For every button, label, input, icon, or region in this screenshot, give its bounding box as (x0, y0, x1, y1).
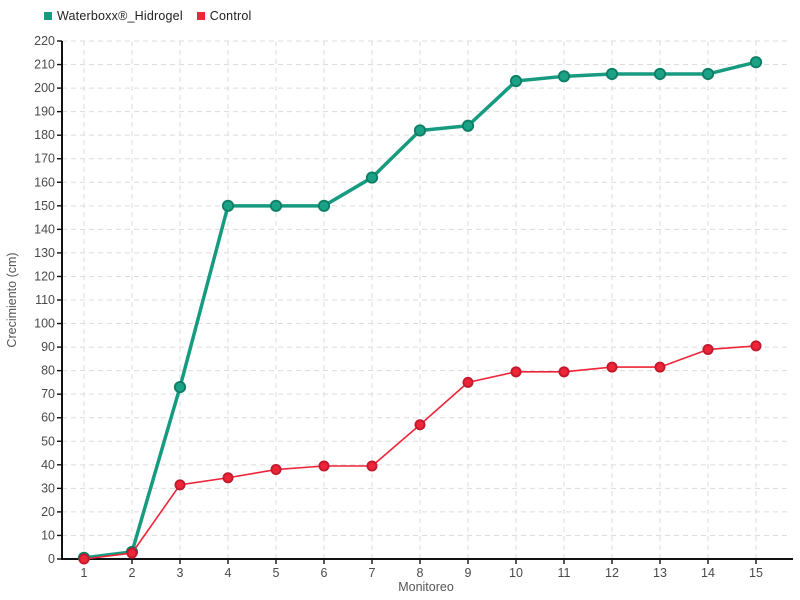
y-tick-label: 90 (41, 340, 55, 354)
x-tick-label: 3 (177, 566, 184, 580)
y-tick-label: 70 (41, 387, 55, 401)
y-tick-label: 180 (34, 128, 55, 142)
gridlines (62, 40, 790, 559)
x-tick-label: 8 (417, 566, 424, 580)
data-point-control[interactable] (558, 366, 570, 378)
x-axis-title: Monitoreo (398, 580, 454, 594)
y-axis-title: Crecimiento (cm) (5, 252, 19, 347)
data-point-waterboxx-hidrogel[interactable] (365, 171, 379, 184)
data-point-waterboxx-hidrogel[interactable] (701, 67, 715, 81)
data-point-control[interactable] (414, 419, 426, 431)
data-point-waterboxx-hidrogel[interactable] (509, 74, 523, 88)
data-point-waterboxx-hidrogel[interactable] (605, 67, 619, 81)
data-point-control[interactable] (654, 361, 666, 373)
legend-label-control: Control (209, 9, 252, 23)
data-point-waterboxx-hidrogel[interactable] (317, 199, 331, 212)
data-point-control[interactable] (78, 553, 90, 565)
x-tick-label: 12 (605, 566, 619, 580)
data-point-control[interactable] (462, 376, 474, 388)
data-point-control[interactable] (318, 460, 330, 472)
y-tick-label: 80 (41, 364, 55, 378)
axis-ticks (57, 40, 757, 564)
y-tick-label: 110 (35, 293, 55, 307)
data-point-waterboxx-hidrogel[interactable] (269, 199, 283, 212)
y-tick-label: 10 (41, 528, 55, 542)
x-tick-label: 13 (653, 566, 667, 580)
x-tick-label: 5 (273, 566, 280, 580)
legend-label-waterboxx-hidrogel: Waterboxx®_Hidrogel (57, 9, 183, 23)
data-point-control[interactable] (270, 464, 282, 476)
data-point-waterboxx-hidrogel[interactable] (461, 119, 475, 132)
y-tick-label: 200 (34, 81, 55, 95)
x-tick-label: 7 (369, 566, 376, 580)
data-point-waterboxx-hidrogel[interactable] (413, 124, 427, 137)
x-tick-label: 4 (225, 566, 232, 580)
y-tick-label: 140 (34, 222, 55, 236)
x-tick-label: 11 (558, 566, 571, 580)
axis-tick-labels: 0102030405060708090100110120130140150160… (34, 34, 763, 580)
data-point-waterboxx-hidrogel[interactable] (749, 56, 763, 69)
data-point-control[interactable] (702, 343, 714, 355)
y-tick-label: 100 (34, 317, 55, 331)
control-series-swatch-icon (196, 12, 205, 20)
x-tick-label: 6 (321, 566, 328, 580)
y-tick-label: 0 (48, 552, 55, 566)
y-tick-label: 40 (41, 458, 55, 472)
x-tick-label: 9 (465, 566, 472, 580)
data-point-waterboxx-hidrogel[interactable] (173, 381, 187, 394)
y-tick-label: 30 (41, 481, 55, 495)
data-point-waterboxx-hidrogel[interactable] (653, 67, 667, 81)
data-point-waterboxx-hidrogel[interactable] (221, 199, 235, 212)
data-point-control[interactable] (510, 366, 522, 378)
y-tick-label: 150 (34, 199, 55, 213)
y-tick-label: 160 (34, 175, 55, 189)
y-tick-label: 220 (34, 34, 55, 48)
data-point-control[interactable] (750, 340, 762, 352)
y-tick-label: 60 (41, 411, 55, 425)
data-point-control[interactable] (222, 472, 234, 484)
y-tick-label: 130 (34, 246, 55, 260)
x-tick-label: 1 (81, 566, 88, 580)
legend-item-control[interactable]: Control (196, 9, 252, 23)
data-point-control[interactable] (366, 460, 378, 472)
x-tick-label: 14 (701, 566, 715, 580)
data-point-control[interactable] (174, 479, 186, 491)
y-tick-label: 20 (41, 505, 55, 519)
series-control (78, 340, 762, 565)
x-tick-label: 10 (509, 566, 523, 580)
y-tick-label: 170 (34, 152, 55, 166)
waterboxx-series-swatch-icon (44, 12, 52, 20)
data-point-control[interactable] (606, 361, 618, 373)
y-tick-label: 50 (41, 434, 55, 448)
series-waterboxx-hidrogel (77, 56, 763, 564)
chart-legend: Waterboxx®_Hidrogel Control (44, 9, 252, 23)
y-tick-label: 210 (34, 58, 55, 72)
x-tick-label: 15 (749, 566, 763, 580)
y-tick-label: 190 (34, 105, 55, 119)
x-tick-label: 2 (129, 566, 136, 580)
y-tick-label: 120 (34, 269, 55, 283)
legend-item-waterboxx-hidrogel[interactable]: Waterboxx®_Hidrogel (44, 9, 183, 23)
data-point-control[interactable] (126, 547, 138, 559)
data-point-waterboxx-hidrogel[interactable] (557, 70, 571, 83)
